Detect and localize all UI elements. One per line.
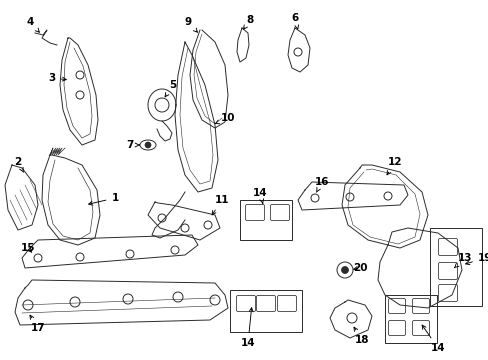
Text: 14: 14 bbox=[421, 325, 445, 353]
Bar bbox=[384, 295, 436, 343]
Text: 10: 10 bbox=[215, 113, 235, 124]
Text: 9: 9 bbox=[184, 17, 197, 32]
Text: 15: 15 bbox=[20, 243, 35, 253]
Text: 16: 16 bbox=[314, 177, 328, 192]
Text: 17: 17 bbox=[30, 315, 45, 333]
Circle shape bbox=[145, 142, 151, 148]
Text: 1: 1 bbox=[88, 193, 119, 205]
Text: 13: 13 bbox=[453, 253, 471, 268]
Text: 7: 7 bbox=[126, 140, 139, 150]
Text: 2: 2 bbox=[14, 157, 23, 172]
Text: 6: 6 bbox=[291, 13, 298, 29]
Bar bbox=[429, 228, 481, 306]
Bar bbox=[240, 200, 291, 240]
Circle shape bbox=[341, 266, 348, 274]
Text: 4: 4 bbox=[26, 17, 39, 32]
Text: 19: 19 bbox=[465, 253, 488, 265]
Bar bbox=[229, 290, 302, 332]
Text: 8: 8 bbox=[243, 15, 253, 29]
Text: 20: 20 bbox=[352, 263, 366, 273]
Text: 14: 14 bbox=[240, 308, 255, 348]
Text: 5: 5 bbox=[165, 80, 176, 97]
Text: 3: 3 bbox=[48, 73, 66, 83]
Text: 12: 12 bbox=[386, 157, 402, 175]
Text: 14: 14 bbox=[252, 188, 267, 203]
Text: 11: 11 bbox=[212, 195, 229, 215]
Text: 18: 18 bbox=[353, 327, 368, 345]
